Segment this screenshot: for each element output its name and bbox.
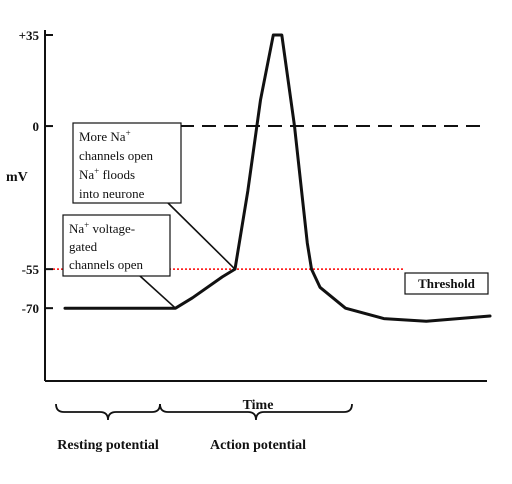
annotation-line: channels open [79, 148, 154, 163]
resting-potential-label: Resting potential [57, 438, 159, 453]
y-axis-label: mV [6, 170, 28, 185]
action-potential-label: Action potential [210, 438, 306, 453]
annotation-line: into neurone [79, 186, 145, 201]
annotation-line: Na+ floods [79, 166, 135, 182]
y-tick-label: -70 [22, 301, 39, 316]
y-ticks: +35 0 -55 -70 [19, 28, 53, 316]
annotation-line: gated [69, 239, 98, 254]
action-potential-brace [159, 403, 353, 421]
leader-line-na-gated [139, 275, 177, 309]
annotation-line: channels open [69, 257, 144, 272]
leader-line-more-na [167, 202, 236, 270]
membrane-potential-line [63, 33, 492, 323]
annotation-box-more-na [72, 122, 182, 204]
threshold-label: Threshold [418, 276, 476, 291]
y-tick-label: 0 [33, 119, 40, 134]
annotation-line: Na+ voltage- [69, 220, 135, 236]
annotation-more-na: More Na+ channels open Na+ floods into neur… [79, 128, 154, 201]
x-axis-label: Time [243, 398, 274, 413]
annotation-na-gated: Na+ voltage-gated channels open [69, 220, 144, 272]
annotation-box-na-gated [62, 214, 171, 277]
y-tick-label: +35 [19, 28, 40, 43]
threshold-label-box [404, 272, 489, 295]
y-tick-label: -55 [22, 262, 40, 277]
resting-potential-brace [55, 403, 161, 421]
annotation-line: More Na+ [79, 128, 131, 144]
